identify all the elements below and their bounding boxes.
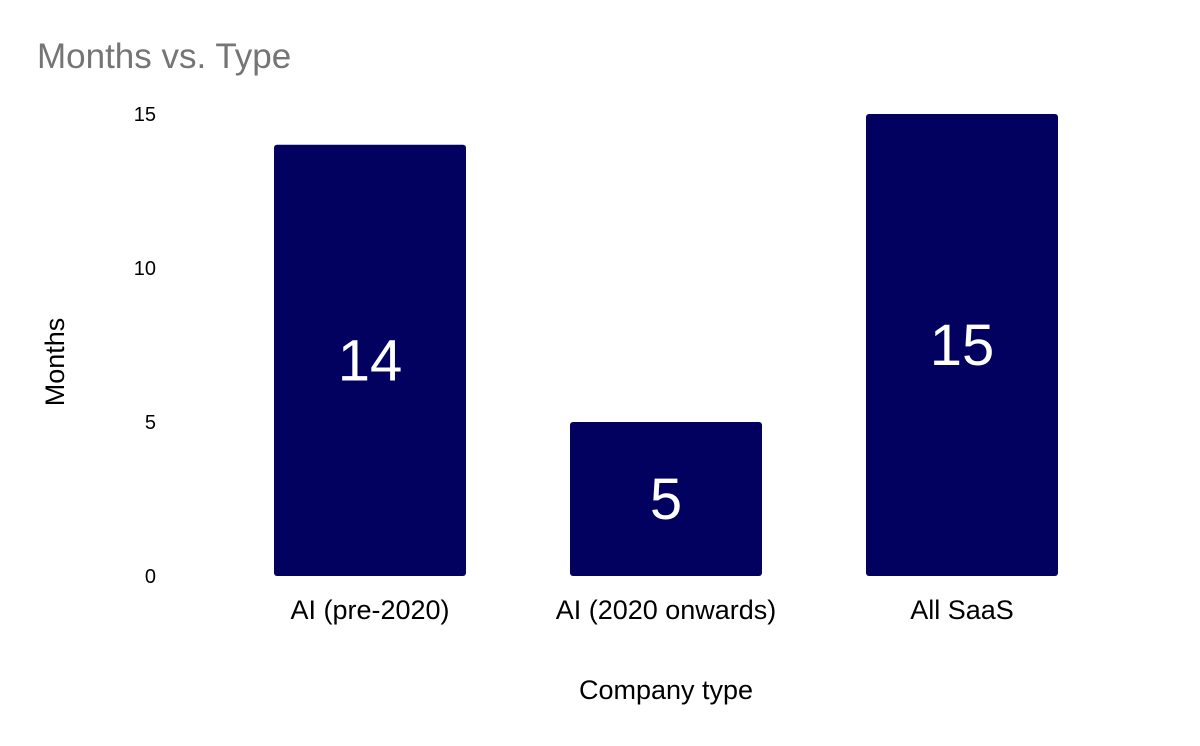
chart-title: Months vs. Type <box>37 37 291 76</box>
bar <box>570 422 762 576</box>
bar <box>274 144 466 577</box>
x-tick-label: All SaaS <box>910 595 1014 625</box>
y-axis-label: Months <box>40 318 70 407</box>
bar-value-label: 5 <box>650 467 682 532</box>
y-axis-ticks: 0 5 10 15 <box>134 104 156 588</box>
y-tick-label: 5 <box>145 412 156 434</box>
bar <box>866 114 1058 576</box>
x-axis-label: Company type <box>579 675 753 705</box>
y-tick-label: 0 <box>145 566 156 588</box>
bar-value-label: 15 <box>930 313 995 378</box>
bars <box>274 114 1058 577</box>
x-tick-label: AI (pre-2020) <box>290 595 449 625</box>
y-tick-label: 15 <box>134 104 156 126</box>
data-labels: 14 5 15 <box>338 313 995 532</box>
bar-value-label: 14 <box>338 328 403 393</box>
y-tick-label: 10 <box>134 258 156 280</box>
x-tick-label: AI (2020 onwards) <box>556 595 777 625</box>
x-axis-ticks: AI (pre-2020) AI (2020 onwards) All SaaS <box>290 595 1013 625</box>
